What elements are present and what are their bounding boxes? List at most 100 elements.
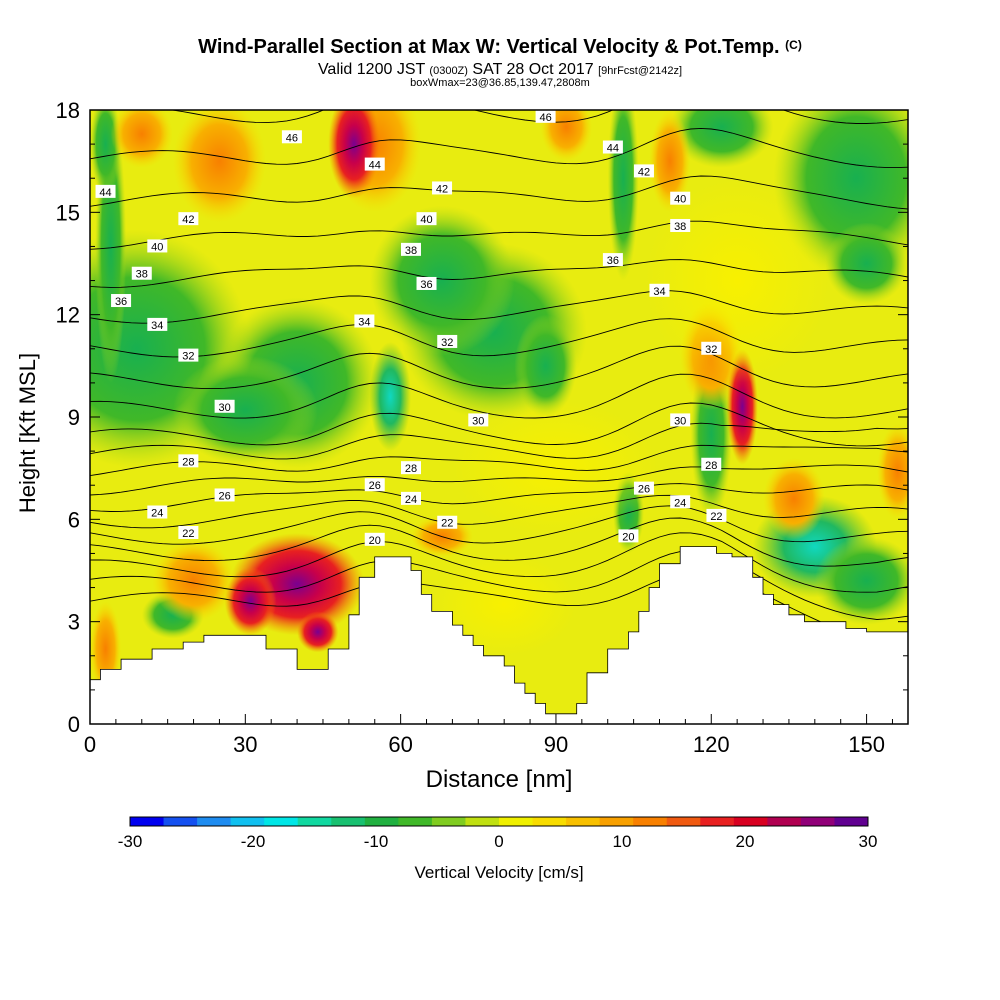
theta-contour-line: [90, 127, 908, 169]
contour-label-box: [535, 110, 556, 123]
colorbar-swatch: [431, 817, 466, 826]
contour-label-text: 40: [420, 214, 432, 226]
contour-label-box: [432, 181, 453, 195]
contour-label-box: [214, 488, 235, 502]
subtitle-utc: (0300Z): [429, 65, 468, 77]
contour-label-box: [701, 457, 722, 471]
contour-label-text: 28: [182, 456, 194, 468]
contour-label-box: [618, 529, 639, 543]
y-tick-label: 0: [68, 712, 80, 737]
contour-label: 38: [670, 218, 691, 233]
contour-label-box: [602, 253, 623, 267]
velocity-cell: [763, 457, 826, 540]
colorbar-swatch: [733, 817, 768, 826]
theta-contour-line: [90, 373, 908, 419]
contour-label-text: 26: [369, 480, 381, 492]
velocity-cell: [152, 539, 235, 622]
contour-label-box: [633, 164, 654, 178]
contour-label-box: [468, 413, 489, 427]
colorbar-swatch: [230, 817, 265, 826]
contour-label-box: [400, 242, 421, 256]
contour-label-box: [214, 399, 235, 413]
contour-label-text: 40: [151, 241, 163, 253]
velocity-cell: [172, 355, 318, 465]
contour-label: 36: [111, 294, 132, 308]
y-tick-label: 15: [56, 200, 80, 225]
theta-contour-line: [90, 0, 908, 29]
velocity-cell: [825, 222, 908, 305]
colorbar-swatch: [264, 817, 299, 826]
theta-contour-line: [90, 220, 908, 250]
colorbar-swatch: [532, 817, 567, 826]
velocity-cell: [649, 110, 691, 213]
contour-label-box: [437, 515, 458, 529]
subtitle-forecast: [9hrFcst@2142z]: [598, 65, 683, 77]
contour-label-text: 36: [115, 296, 127, 308]
colorbar-swatch: [666, 817, 701, 826]
contour-label-text: 46: [286, 132, 298, 144]
contour-label: 40: [147, 239, 168, 253]
contour-label: 32: [437, 334, 458, 349]
colorbar-swatch: [197, 817, 232, 826]
velocity-cell: [540, 110, 593, 162]
contour-label: 30: [214, 399, 235, 414]
contour-label: 24: [147, 505, 168, 520]
contour-label-box: [416, 276, 437, 290]
velocity-cell: [431, 553, 577, 656]
theta-contour-line: [90, 505, 908, 545]
contour-label: 24: [670, 495, 691, 509]
contour-label-text: 34: [151, 320, 163, 332]
colorbar-tick-label: -30: [118, 832, 143, 851]
theta-contour-line: [90, 259, 908, 288]
contour-label-box: [364, 157, 385, 171]
contour-label-box: [670, 218, 691, 232]
contour-label-box: [706, 508, 727, 522]
contour-label-text: 38: [136, 269, 148, 281]
contour-label-text: 42: [436, 183, 448, 195]
contour-label: 44: [602, 140, 623, 155]
contour-label: 32: [178, 348, 199, 363]
contour-label: 42: [178, 212, 199, 226]
contour-label: 28: [178, 454, 199, 468]
velocity-cell: [369, 205, 515, 356]
contour-label: 28: [400, 461, 421, 475]
contour-label-text: 20: [622, 531, 634, 543]
contour-label-box: [178, 454, 199, 468]
velocity-cell: [369, 341, 411, 452]
contour-label-text: 30: [674, 415, 686, 427]
colorbar-tick-label: 10: [613, 832, 632, 851]
colorbar-swatch: [331, 817, 366, 826]
contour-label-text: 34: [358, 316, 370, 328]
x-tick-label: 30: [233, 732, 257, 757]
contour-label-text: 32: [441, 337, 453, 349]
theta-contour-line: [90, 464, 908, 496]
contour-label-box: [633, 481, 654, 495]
contour-label-text: 42: [638, 166, 650, 178]
contour-label-text: 34: [653, 286, 665, 298]
colorbar-swatch: [633, 817, 668, 826]
contour-label: 42: [432, 181, 453, 195]
contour-label-box: [364, 532, 385, 546]
contour-label-text: 26: [218, 490, 230, 502]
velocity-cell: [328, 110, 380, 199]
colorbar-swatch: [398, 817, 433, 826]
contour-label: 44: [364, 157, 385, 172]
contour-label: 42: [633, 164, 654, 178]
contour-label: 22: [178, 525, 199, 540]
contour-label-box: [670, 413, 691, 427]
theta-contour-line: [90, 494, 908, 529]
contour-label: 20: [618, 529, 639, 543]
theta-contour-line: [90, 402, 908, 447]
contour-label: 40: [416, 212, 437, 226]
colorbar-label: Vertical Velocity [cm/s]: [414, 863, 584, 882]
theta-contour-line: [90, 422, 908, 460]
contour-label: 32: [701, 341, 722, 356]
colorbar-swatch: [163, 817, 198, 826]
contour-label: 34: [147, 317, 168, 332]
contour-label-box: [701, 341, 722, 355]
contour-label-box: [400, 491, 421, 505]
colorbar-tick-label: 30: [859, 832, 878, 851]
box-max-info: boxWmax=23@36.85,139.47,2808m: [410, 77, 590, 89]
contour-label-text: 36: [607, 255, 619, 267]
